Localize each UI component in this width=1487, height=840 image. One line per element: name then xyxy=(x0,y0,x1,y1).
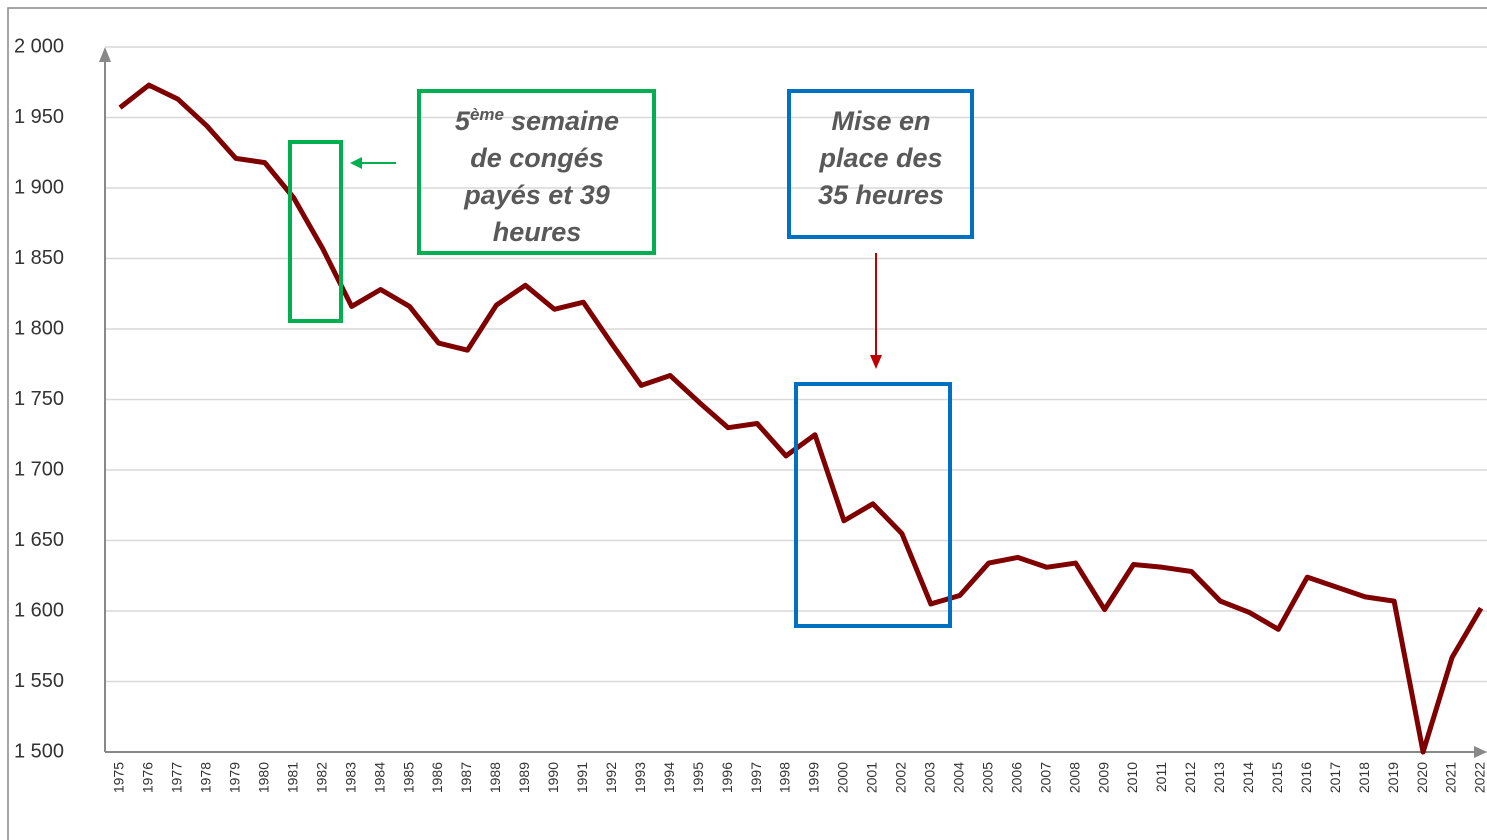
x-tick-label: 1985 xyxy=(400,762,416,793)
x-tick-label: 2005 xyxy=(979,762,995,793)
x-tick-label: 2004 xyxy=(950,762,966,793)
y-tick-label: 1 800 xyxy=(14,317,64,339)
x-axis-arrow xyxy=(1474,746,1487,758)
x-tick-label: 1983 xyxy=(342,762,358,793)
x-tick-label: 2021 xyxy=(1443,762,1459,793)
annotation-text: ème xyxy=(470,105,504,124)
x-tick-label: 2007 xyxy=(1037,762,1053,793)
annotation-text: 35 heures xyxy=(818,180,944,210)
x-tick-label: 2019 xyxy=(1385,762,1401,793)
x-tick-label: 2020 xyxy=(1414,762,1430,793)
annotation-text: 5 xyxy=(455,106,471,136)
x-tick-label: 1984 xyxy=(371,762,387,793)
x-tick-label: 2011 xyxy=(1153,762,1169,792)
x-tick-label: 1988 xyxy=(487,762,503,793)
annotation-box xyxy=(787,89,974,239)
x-tick-label: 1980 xyxy=(255,762,271,793)
highlight-box xyxy=(794,382,952,628)
x-tick-label: 1987 xyxy=(458,762,474,793)
x-tick-label: 2003 xyxy=(922,762,938,793)
annotation-text: payés et 39 xyxy=(463,180,610,210)
annotation: 5ème semaine xyxy=(455,105,619,136)
x-tick-label: 2014 xyxy=(1240,762,1256,793)
annotation-text: place des xyxy=(818,143,942,173)
x-tick-label: 1996 xyxy=(719,762,735,793)
x-tick-label: 1990 xyxy=(545,762,561,793)
x-tick-label: 1998 xyxy=(777,762,793,793)
arrow-head xyxy=(350,157,362,169)
x-tick-label: 2006 xyxy=(1008,762,1024,793)
grid: 1 500 1 550 1 600 1 650 1 700 1 750 1 800 1 850… xyxy=(14,35,1487,793)
arrow-head xyxy=(870,355,882,369)
x-tick-label: 2001 xyxy=(864,762,880,793)
y-tick-label: 1 600 xyxy=(14,599,64,621)
x-tick-label: 1993 xyxy=(632,762,648,793)
x-tick-label: 2018 xyxy=(1356,762,1372,793)
annotation-box xyxy=(417,89,656,255)
y-tick-label: 1 900 xyxy=(14,176,64,198)
x-tick-label: 1991 xyxy=(574,762,590,793)
annotation-text: Mise en xyxy=(831,106,930,136)
x-tick-label: 1975 xyxy=(111,762,127,793)
annotation-text: heures xyxy=(493,217,582,247)
frame xyxy=(7,7,1487,840)
plot xyxy=(118,82,1484,755)
x-tick-label: 2017 xyxy=(1327,762,1343,793)
y-tick-label: 1 650 xyxy=(14,529,64,551)
x-tick-label: 1977 xyxy=(169,762,185,793)
x-tick-label: 1994 xyxy=(661,762,677,793)
y-tick-label: 1 500 xyxy=(14,740,64,762)
x-tick-label: 1992 xyxy=(603,762,619,793)
annotation-text: de congés xyxy=(470,143,604,173)
annotation-text: semaine xyxy=(511,106,619,136)
x-tick-label: 2002 xyxy=(893,762,909,793)
x-tick-label: 1986 xyxy=(429,762,445,793)
x-tick-label: 2012 xyxy=(1182,762,1198,793)
x-tick-label: 1999 xyxy=(806,762,822,793)
x-tick-label: 1981 xyxy=(284,762,300,793)
y-axis-arrow xyxy=(99,47,111,62)
x-tick-label: 1979 xyxy=(227,762,243,793)
x-tick-label: 2016 xyxy=(1298,762,1314,793)
x-tick-label: 2008 xyxy=(1066,762,1082,793)
x-tick-label: 2000 xyxy=(835,762,851,793)
y-tick-label: 1 850 xyxy=(14,247,64,269)
x-tick-label: 1989 xyxy=(516,762,532,793)
x-tick-label: 1997 xyxy=(748,762,764,793)
x-tick-label: 1982 xyxy=(313,762,329,793)
y-tick-label: 1 700 xyxy=(14,458,64,480)
x-tick-label: 2022 xyxy=(1472,762,1487,793)
y-tick-label: 2 000 xyxy=(14,35,64,57)
x-tick-label: 2013 xyxy=(1211,762,1227,793)
y-tick-label: 1 950 xyxy=(14,106,64,128)
line xyxy=(118,82,1484,755)
x-tick-label: 1978 xyxy=(198,762,214,793)
x-tick-label: 2010 xyxy=(1124,762,1140,793)
x-tick-label: 2009 xyxy=(1095,762,1111,793)
x-tick-label: 1995 xyxy=(690,762,706,793)
highlight-box xyxy=(288,140,343,323)
x-tick-label: 2015 xyxy=(1269,762,1285,793)
x-tick-label: 1976 xyxy=(140,762,156,793)
y-tick-label: 1 750 xyxy=(14,388,64,410)
y-tick-label: 1 550 xyxy=(14,670,64,692)
